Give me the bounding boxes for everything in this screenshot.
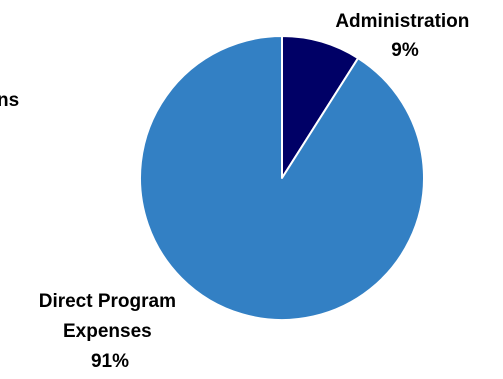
slice-label-administration: Administration 9%	[335, 11, 474, 61]
pie-labels: ns Administration 9% Direct Program Expe…	[0, 11, 474, 372]
slice-label-direct-program-line-3: 91%	[91, 351, 129, 372]
pie-slice-1	[139, 35, 425, 321]
slice-label-direct-program-line-1: Direct Program	[39, 291, 176, 312]
slice-label-administration-line-2: 9%	[391, 40, 419, 61]
pie-slice-0	[281, 35, 360, 179]
cropped-label: ns	[0, 90, 19, 111]
pie-slices	[139, 35, 425, 321]
slice-label-direct-program-line-2: Expenses	[63, 321, 152, 342]
slice-label-administration-line-1: Administration	[335, 11, 469, 32]
slice-label-direct-program-expenses: Direct Program Expenses 91%	[39, 291, 182, 372]
